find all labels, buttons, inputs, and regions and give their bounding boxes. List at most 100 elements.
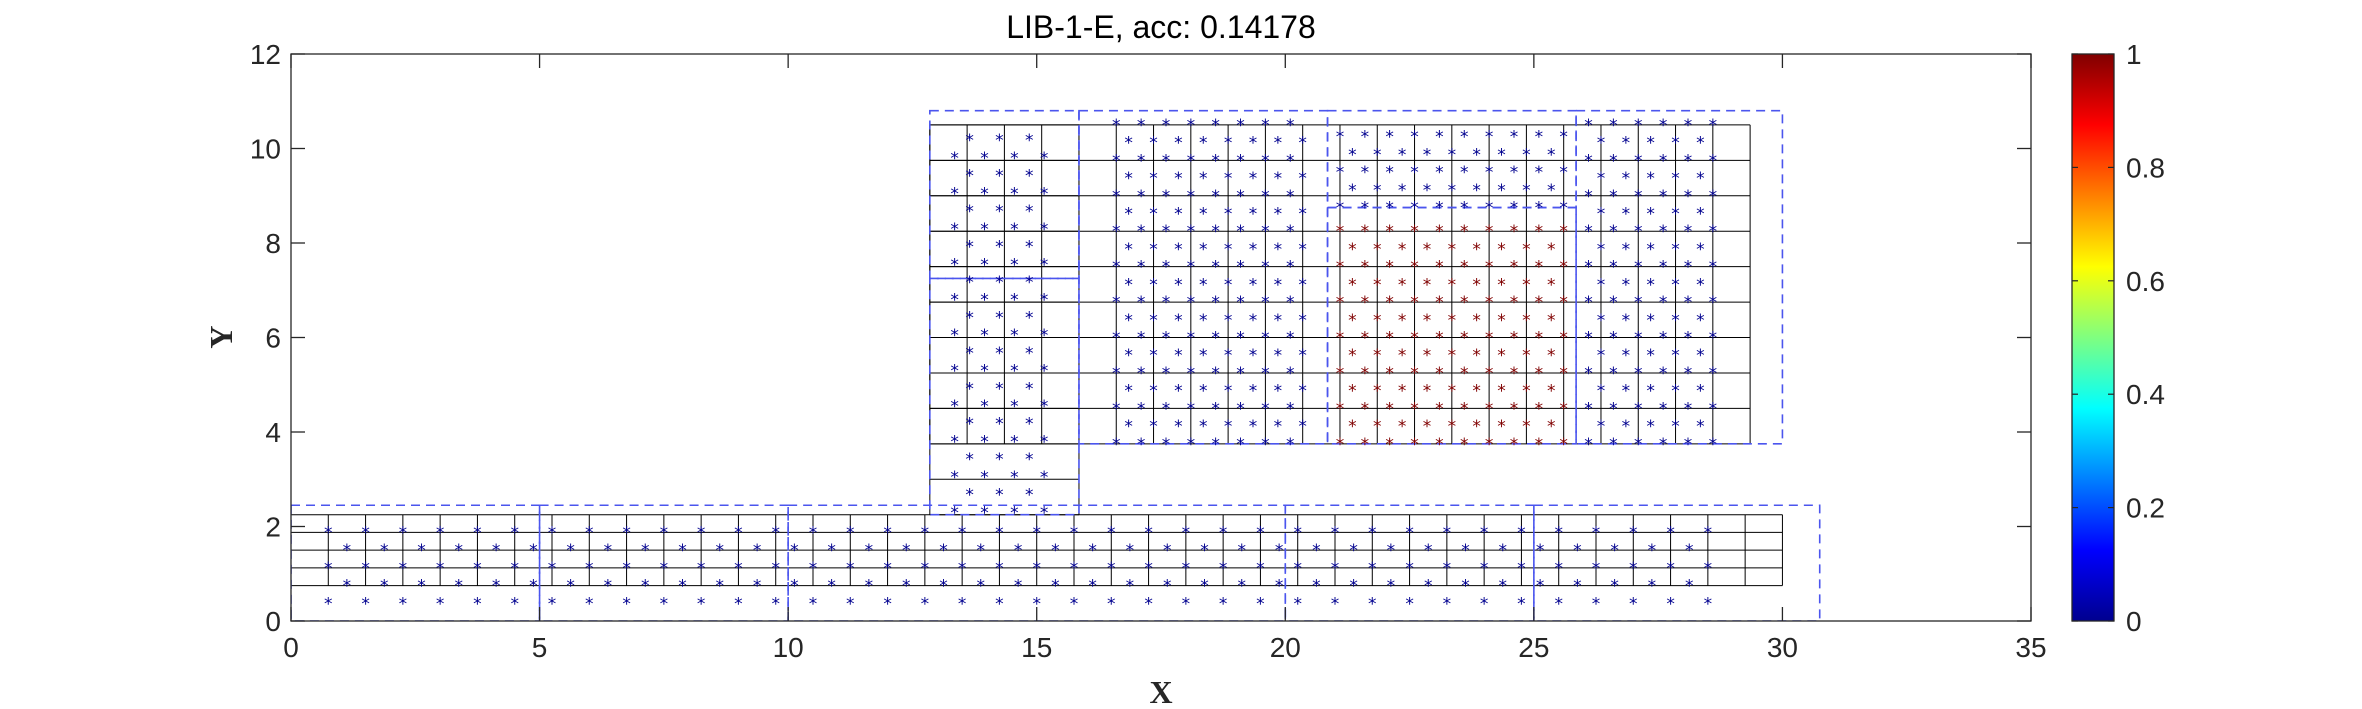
data-point: * [510, 594, 519, 614]
data-point: * [809, 523, 818, 543]
data-point: * [950, 255, 959, 275]
data-point: * [1199, 417, 1208, 437]
data-point: * [1584, 293, 1593, 313]
x-tick-label: 15 [1021, 632, 1052, 663]
data-point: * [1597, 134, 1606, 154]
data-point: * [995, 273, 1004, 293]
data-point: * [1162, 222, 1171, 242]
data-point: * [1559, 222, 1568, 242]
data-point: * [1629, 594, 1638, 614]
data-point: * [1709, 222, 1718, 242]
data-point: * [1174, 204, 1183, 224]
data-point: * [1025, 415, 1034, 435]
data-point: * [1472, 275, 1481, 295]
data-point: * [1126, 541, 1135, 561]
data-point: * [1443, 594, 1452, 614]
data-point: * [1398, 240, 1407, 260]
data-point: * [1331, 559, 1340, 579]
data-point: * [1460, 399, 1469, 419]
data-point: * [1696, 275, 1705, 295]
data-point: * [1298, 346, 1307, 366]
data-point: * [1659, 435, 1668, 455]
y-tick-label: 6 [265, 323, 281, 354]
data-point: * [1286, 187, 1295, 207]
data-point: * [1286, 399, 1295, 419]
data-point: * [1510, 293, 1519, 313]
data-point: * [1040, 468, 1049, 488]
data-point: * [965, 415, 974, 435]
data-point: * [1144, 559, 1153, 579]
data-point: * [1646, 311, 1655, 331]
data-point: * [1666, 559, 1675, 579]
data-point: * [1249, 382, 1258, 402]
data-point: * [1405, 594, 1414, 614]
data-point: * [1485, 293, 1494, 313]
data-point: * [1187, 293, 1196, 313]
data-point: * [965, 202, 974, 222]
data-point: * [1609, 399, 1618, 419]
data-point: * [1423, 382, 1432, 402]
data-point: * [361, 523, 370, 543]
data-point: * [1336, 258, 1345, 278]
data-point: * [1236, 222, 1245, 242]
point-group-2: * * * * * * * ** * * * * * * ** * * * * * * ** * * * * * * ** * * * * * * *… [1112, 116, 1307, 455]
data-point: * [980, 255, 989, 275]
data-point: * [1149, 346, 1158, 366]
data-point: * [1349, 577, 1358, 597]
data-point: * [1040, 220, 1049, 240]
data-point: * [1010, 503, 1019, 523]
data-point: * [1547, 382, 1556, 402]
data-point: * [1559, 163, 1568, 183]
data-point: * [1435, 399, 1444, 419]
data-point: * [417, 541, 426, 561]
data-point: * [1274, 169, 1283, 189]
data-point: * [1224, 169, 1233, 189]
point-group-4: * * * * * * * * * ** * * * * * * * ** * * * * * * * * ** * * * * * * * ** *… [1336, 222, 1568, 455]
data-point: * [1659, 151, 1668, 171]
data-point: * [1373, 311, 1382, 331]
data-point: * [1361, 329, 1370, 349]
data-point: * [1249, 417, 1258, 437]
data-point: * [1410, 199, 1419, 219]
data-point: * [1249, 204, 1258, 224]
data-point: * [1423, 417, 1432, 437]
data-point: * [1236, 258, 1245, 278]
data-point: * [1622, 204, 1631, 224]
data-point: * [1584, 187, 1593, 207]
data-point: * [1199, 240, 1208, 260]
data-point: * [1348, 181, 1357, 201]
data-point: * [1162, 293, 1171, 313]
data-point: * [1696, 346, 1705, 366]
data-point: * [1286, 364, 1295, 384]
data-point: * [1014, 541, 1023, 561]
data-point: * [771, 594, 780, 614]
data-point: * [995, 450, 1004, 470]
data-point: * [399, 594, 408, 614]
data-point: * [1646, 346, 1655, 366]
data-point: * [1211, 364, 1220, 384]
data-point: * [1634, 293, 1643, 313]
data-point: * [1709, 399, 1718, 419]
data-point: * [1361, 163, 1370, 183]
data-point: * [1559, 128, 1568, 148]
data-point: * [1361, 199, 1370, 219]
data-point: * [1088, 577, 1097, 597]
data-point: * [1597, 311, 1606, 331]
data-point: * [1684, 258, 1693, 278]
plot-area: * * * * * * * * * * * * * * * * * * * * * * * * * * * * * * * * * * * * * * * *… [291, 109, 1821, 621]
data-point: * [1398, 275, 1407, 295]
data-point: * [1554, 594, 1563, 614]
data-point: * [1410, 222, 1419, 242]
data-point: * [1274, 311, 1283, 331]
data-point: * [1236, 329, 1245, 349]
data-point: * [1348, 417, 1357, 437]
data-point: * [1597, 417, 1606, 437]
data-point: * [1522, 382, 1531, 402]
data-point: * [790, 541, 799, 561]
data-point: * [1236, 151, 1245, 171]
data-point: * [1025, 450, 1034, 470]
data-point: * [950, 468, 959, 488]
data-point: * [1256, 523, 1265, 543]
data-point: * [1162, 116, 1171, 136]
data-point: * [1032, 523, 1041, 543]
